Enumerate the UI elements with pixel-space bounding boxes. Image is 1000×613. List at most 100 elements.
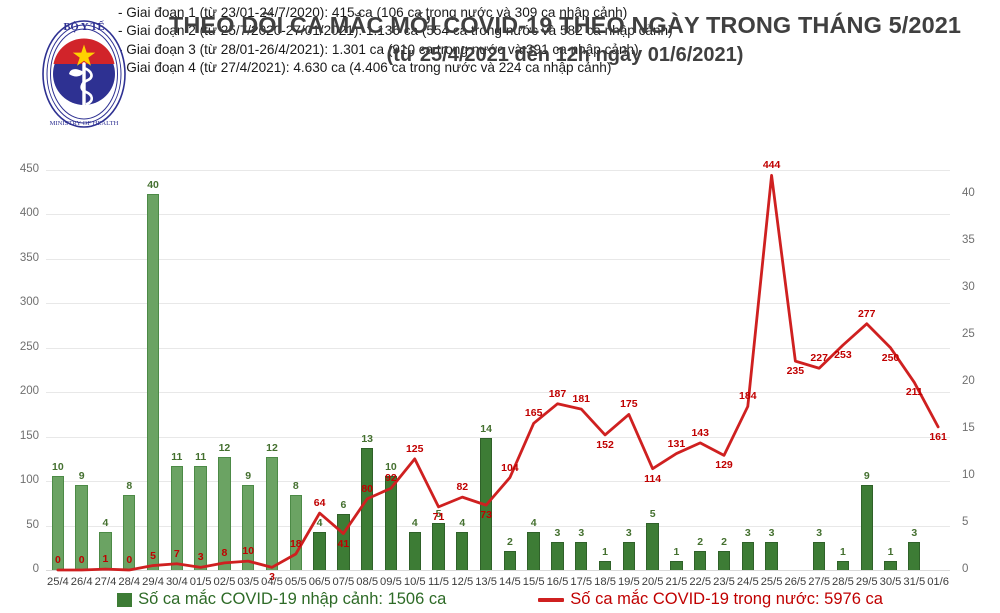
line-value-label: 129 xyxy=(715,459,733,472)
x-axis-tick: 28/5 xyxy=(832,576,854,588)
x-axis-tick: 01/6 xyxy=(927,576,949,588)
bar-12-5[interactable] xyxy=(456,532,469,570)
x-axis-tick: 29/5 xyxy=(855,576,878,588)
bar-28-4[interactable] xyxy=(123,494,136,570)
x-axis-tick: 05/5 xyxy=(284,576,307,588)
bar-01-5[interactable] xyxy=(194,466,207,570)
line-value-label: 187 xyxy=(548,387,567,400)
page-subtitle: (từ 25/4/2021 đến 12h ngày 01/6/2021) xyxy=(386,44,744,66)
y-axis-right-tick: 30 xyxy=(962,280,975,293)
x-axis-tick: 01/5 xyxy=(189,576,212,588)
bar-27-5[interactable] xyxy=(812,541,826,570)
bar-value-label: 8 xyxy=(126,479,133,492)
bar-17-5[interactable] xyxy=(575,541,588,570)
line-value-label: 71 xyxy=(432,510,445,523)
bar-29-5[interactable] xyxy=(860,485,873,570)
line-value-label: 0 xyxy=(126,554,133,566)
y-axis-right-tick: 5 xyxy=(962,515,969,528)
x-axis-tick: 12/5 xyxy=(451,576,474,588)
line-value-label: 131 xyxy=(667,437,686,450)
bar-29-4[interactable] xyxy=(146,193,160,570)
bar-18-5[interactable] xyxy=(598,560,612,570)
x-axis-tick: 20/5 xyxy=(641,576,664,588)
phase-summary-list: - Giai đoạn 1 (từ 23/01-24/7/2020): 415 … xyxy=(0,4,1000,77)
bar-value-label: 13 xyxy=(361,432,373,445)
x-axis-tick: 25/4 xyxy=(47,576,69,588)
bar-value-label: 1 xyxy=(602,545,608,558)
ministry-of-health-logo-icon: BỘ Y TẾ MINISTRY OF HEALTH xyxy=(38,12,130,130)
bar-03-5[interactable] xyxy=(242,485,255,570)
bar-31-5[interactable] xyxy=(908,541,921,570)
bar-value-label: 4 xyxy=(316,517,323,530)
bar-04-5[interactable] xyxy=(265,457,279,570)
gridline xyxy=(46,436,950,438)
x-axis-tick: 30/5 xyxy=(879,576,902,588)
bar-value-label: 5 xyxy=(435,507,442,520)
plot-region: 0 50 100 150 200 250 300 350 400 450 0 5 10 15 20 25 30… xyxy=(20,159,975,588)
x-axis-tick: 26/5 xyxy=(784,576,807,588)
line-value-label: 211 xyxy=(905,386,923,399)
bar-16-5[interactable] xyxy=(551,541,564,570)
y-axis-right-tick: 10 xyxy=(962,468,975,481)
chart-area: 0 50 100 150 200 250 300 350 400 450 0 5 10 15 20 25 30… xyxy=(0,156,1000,613)
x-axis-tick: 11/5 xyxy=(428,576,449,588)
title-block: THEO DÕI CA MẮC MỚI COVID-19 THEO NGÀY T… xyxy=(140,10,990,69)
bar-value-label: 11 xyxy=(195,451,207,464)
gridline xyxy=(46,347,950,349)
bar-value-label: 9 xyxy=(863,470,870,483)
x-axis-tick: 03/5 xyxy=(237,576,260,588)
y-axis-left-tick: 200 xyxy=(19,385,39,398)
bar-value-label: 12 xyxy=(218,442,231,455)
line-value-label: 125 xyxy=(405,442,424,455)
bar-14-5[interactable] xyxy=(503,551,517,570)
bar-value-label: 2 xyxy=(697,536,704,549)
bar-value-label: 4 xyxy=(459,517,466,530)
chart-header: BỘ Y TẾ MINISTRY OF HEALTH THEO DÕI CA M… xyxy=(0,4,1000,156)
covid-chart-page: BỘ Y TẾ MINISTRY OF HEALTH THEO DÕI CA M… xyxy=(0,4,1000,613)
bar-21-5[interactable] xyxy=(670,560,683,570)
bar-28-5[interactable] xyxy=(836,560,850,570)
legend-item-domestic[interactable]: Số ca mắc COVID-19 trong nước: 5976 ca xyxy=(538,590,883,609)
phase-line-2: - Giai đoạn 2 (từ 25/7/2020-27/01/2021):… xyxy=(118,23,673,39)
bar-11-5[interactable] xyxy=(432,522,445,570)
bar-26-4[interactable] xyxy=(75,485,88,570)
bar-value-label: 3 xyxy=(744,526,751,539)
bar-09-5[interactable] xyxy=(384,475,398,570)
bar-22-5[interactable] xyxy=(694,551,707,570)
bar-25-4[interactable] xyxy=(51,475,65,570)
line-value-label: 80 xyxy=(361,482,373,495)
x-axis-tick: 27/5 xyxy=(808,576,831,588)
x-axis-tick: 18/5 xyxy=(594,576,616,588)
y-axis-right-tick: 20 xyxy=(962,374,975,387)
bar-02-5[interactable] xyxy=(218,457,231,570)
x-axis-tick: 17/5 xyxy=(570,576,593,588)
x-axis-tick: 16/5 xyxy=(546,576,569,588)
bar-value-label: 40 xyxy=(147,178,159,191)
legend-item-imported[interactable]: Số ca mắc COVID-19 nhập cảnh: 1506 ca xyxy=(117,590,446,609)
x-axis-tick: 27/4 xyxy=(94,576,117,588)
bar-24-5[interactable] xyxy=(741,541,754,570)
line-value-label: 7 xyxy=(173,547,180,560)
bar-30-4[interactable] xyxy=(170,466,184,570)
bar-23-5[interactable] xyxy=(717,551,731,570)
bar-value-label: 9 xyxy=(78,470,85,483)
bar-15-5[interactable] xyxy=(527,532,540,570)
bar-10-5[interactable] xyxy=(408,532,421,570)
bar-value-label: 10 xyxy=(52,460,64,473)
bar-value-label: 4 xyxy=(102,517,109,530)
x-axis-tick: 22/5 xyxy=(689,576,712,588)
y-axis-left-tick: 250 xyxy=(19,340,39,353)
bar-19-5[interactable] xyxy=(622,541,636,570)
gridline xyxy=(46,481,950,483)
x-axis-tick: 06/5 xyxy=(308,576,331,588)
bar-25-5[interactable] xyxy=(765,541,778,570)
bar-value-label: 11 xyxy=(171,451,183,464)
bar-27-4[interactable] xyxy=(99,532,112,570)
line-value-label: 181 xyxy=(572,393,591,406)
svg-text:BỘ Y TẾ: BỘ Y TẾ xyxy=(63,20,104,33)
line-value-label: 114 xyxy=(644,472,662,485)
bar-30-5[interactable] xyxy=(884,560,897,570)
line-value-label: 10 xyxy=(242,545,255,558)
bar-06-5[interactable] xyxy=(313,532,326,570)
bar-20-5[interactable] xyxy=(646,522,659,570)
